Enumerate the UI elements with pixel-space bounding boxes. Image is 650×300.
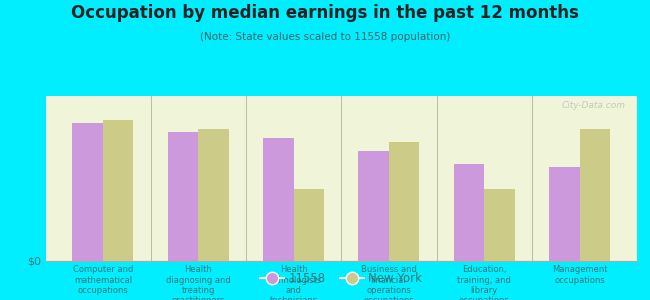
Bar <box>454 164 484 261</box>
Bar <box>484 189 515 261</box>
Text: Occupation by median earnings in the past 12 months: Occupation by median earnings in the pas… <box>71 4 579 22</box>
Bar <box>263 138 294 261</box>
Text: City-Data.com: City-Data.com <box>561 101 625 110</box>
Text: (Note: State values scaled to 11558 population): (Note: State values scaled to 11558 popu… <box>200 32 450 41</box>
Bar <box>358 151 389 261</box>
Legend: 11558, New York: 11558, New York <box>260 272 422 285</box>
Bar <box>389 142 419 261</box>
Bar <box>72 123 103 261</box>
Bar <box>168 132 198 261</box>
Bar <box>549 167 580 261</box>
Bar <box>198 129 229 261</box>
Bar <box>294 189 324 261</box>
Bar <box>103 120 133 261</box>
Bar <box>580 129 610 261</box>
